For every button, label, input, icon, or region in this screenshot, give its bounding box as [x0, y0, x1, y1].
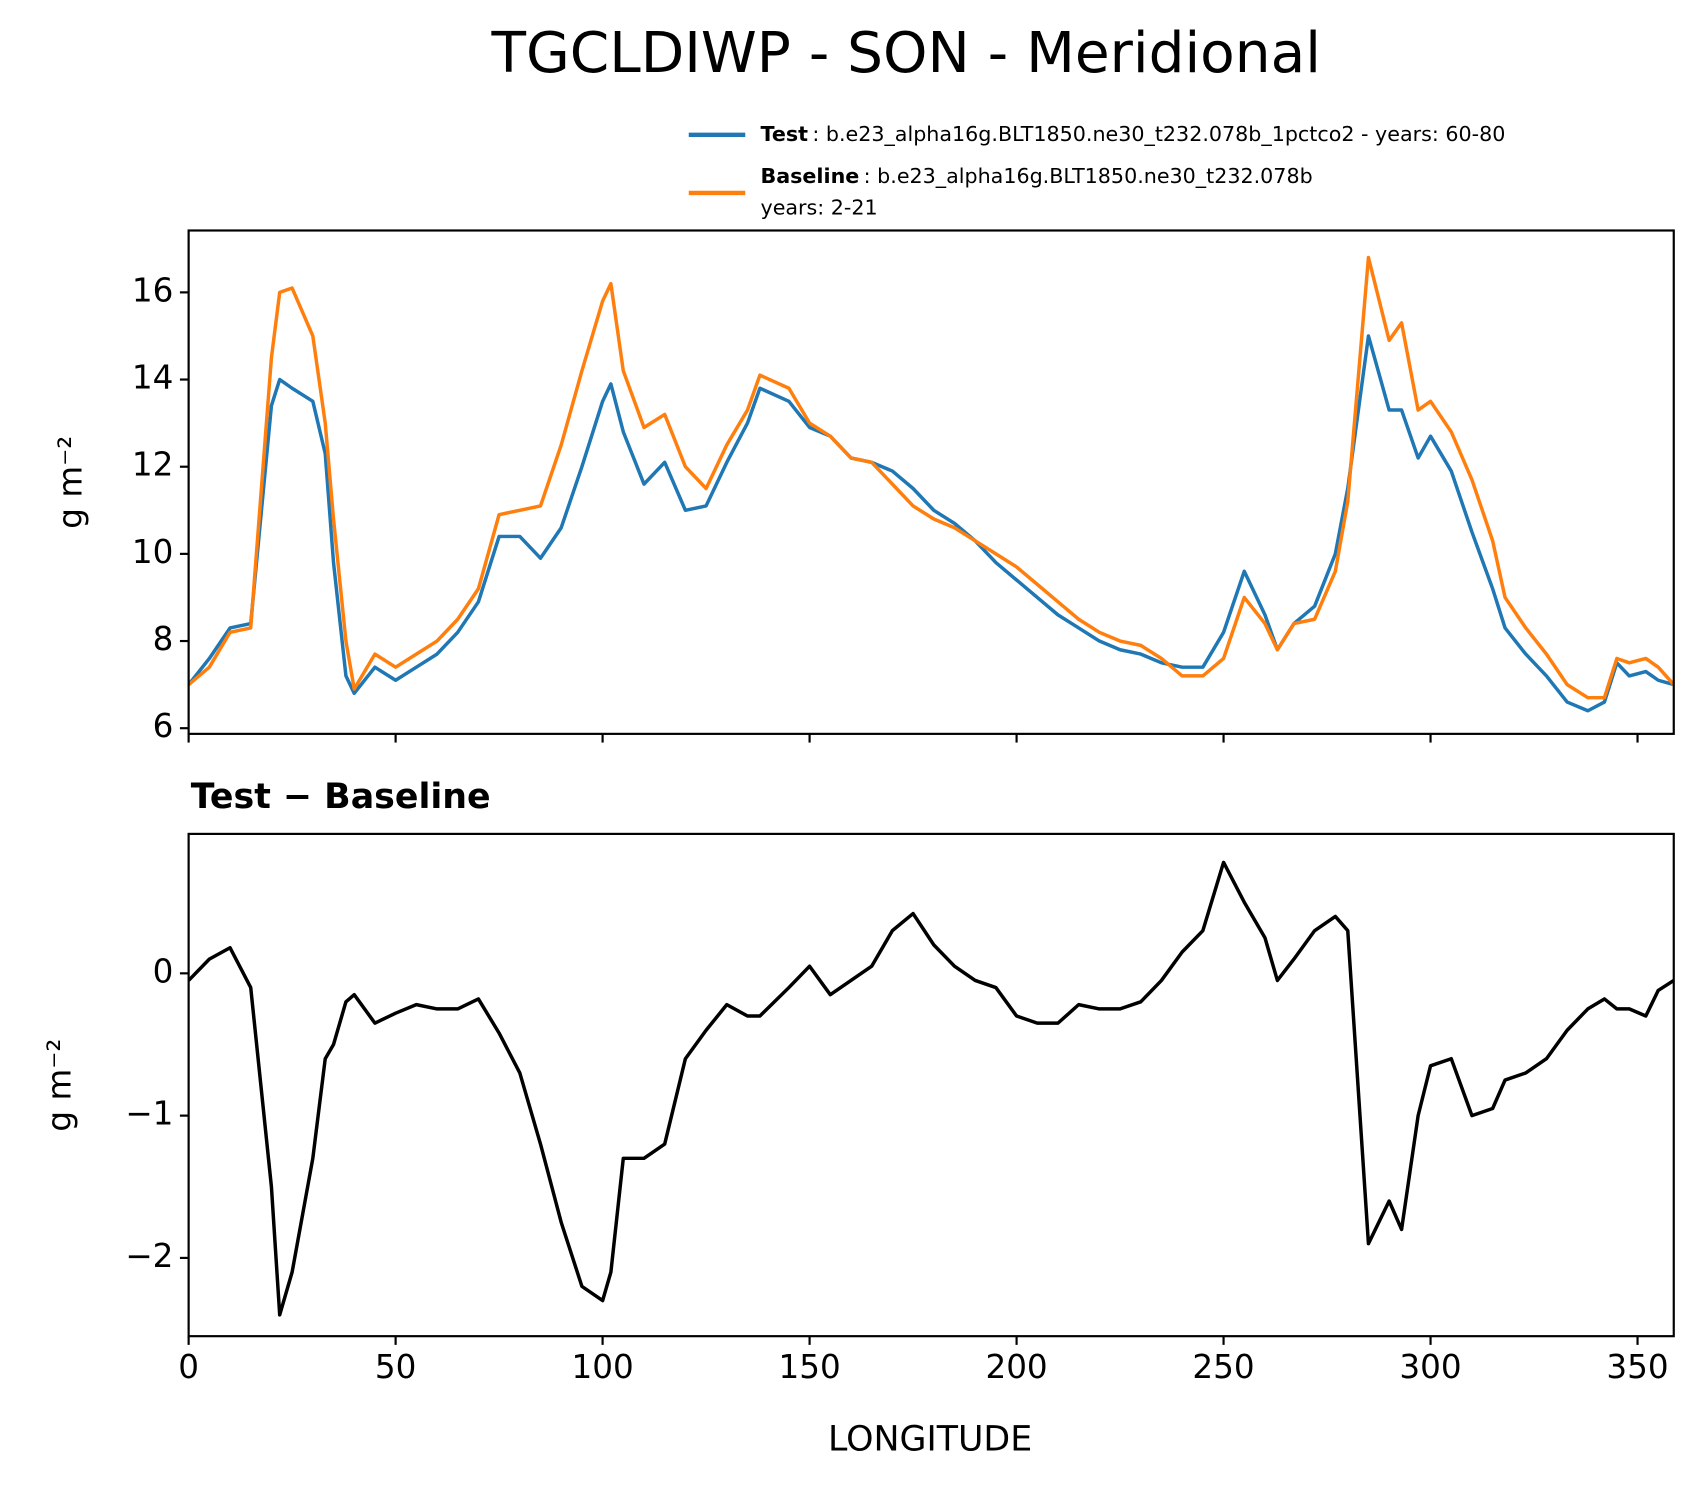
chart-title: TGCLDIWP - SON - Meridional — [490, 21, 1320, 86]
y-tick-label: −1 — [125, 1095, 173, 1133]
x-tick-label: 200 — [985, 1348, 1047, 1386]
y-axis-label: g m⁻² — [40, 1038, 78, 1131]
plot-area — [188, 255, 1674, 713]
legend-description: : b.e23_alpha16g.BLT1850.ne30_t232.078b_… — [812, 122, 1505, 147]
x-tick-label: 350 — [1606, 1348, 1668, 1386]
x-tick-label: 50 — [375, 1348, 417, 1386]
x-tick-label: 250 — [1192, 1348, 1254, 1386]
data-line — [188, 334, 1674, 713]
legend-name: Baseline — [761, 164, 860, 188]
y-tick-label: 0 — [153, 952, 174, 990]
legend-description: : b.e23_alpha16g.BLT1850.ne30_t232.078b — [864, 164, 1313, 189]
y-tick-label: 14 — [132, 359, 174, 397]
x-axis-label: LONGITUDE — [828, 1420, 1032, 1460]
y-tick-label: −2 — [125, 1237, 173, 1275]
x-tick-label: 100 — [571, 1348, 633, 1386]
y-tick-label: 16 — [132, 271, 174, 309]
legend-label: Test: b.e23_alpha16g.BLT1850.ne30_t232.0… — [761, 122, 1506, 147]
y-tick-label: 12 — [132, 446, 174, 484]
y-tick-label: 8 — [153, 620, 174, 658]
data-line — [188, 255, 1674, 700]
data-line — [188, 860, 1674, 1317]
plot-area — [188, 860, 1674, 1317]
axes-frame — [187, 229, 1675, 735]
axes-frame — [187, 832, 1675, 1338]
x-tick-label: 300 — [1399, 1348, 1461, 1386]
legend-label: Baseline: b.e23_alpha16g.BLT1850.ne30_t2… — [761, 164, 1313, 189]
y-tick-label: 10 — [132, 533, 174, 571]
x-tick-label: 0 — [178, 1348, 199, 1386]
legend-description: years: 2-21 — [761, 196, 878, 220]
panel-title: Test − Baseline — [191, 777, 491, 817]
y-tick-label: 6 — [153, 707, 174, 745]
x-tick-label: 150 — [778, 1348, 840, 1386]
y-axis-label: g m⁻² — [51, 436, 89, 529]
legend-name: Test — [761, 122, 809, 146]
